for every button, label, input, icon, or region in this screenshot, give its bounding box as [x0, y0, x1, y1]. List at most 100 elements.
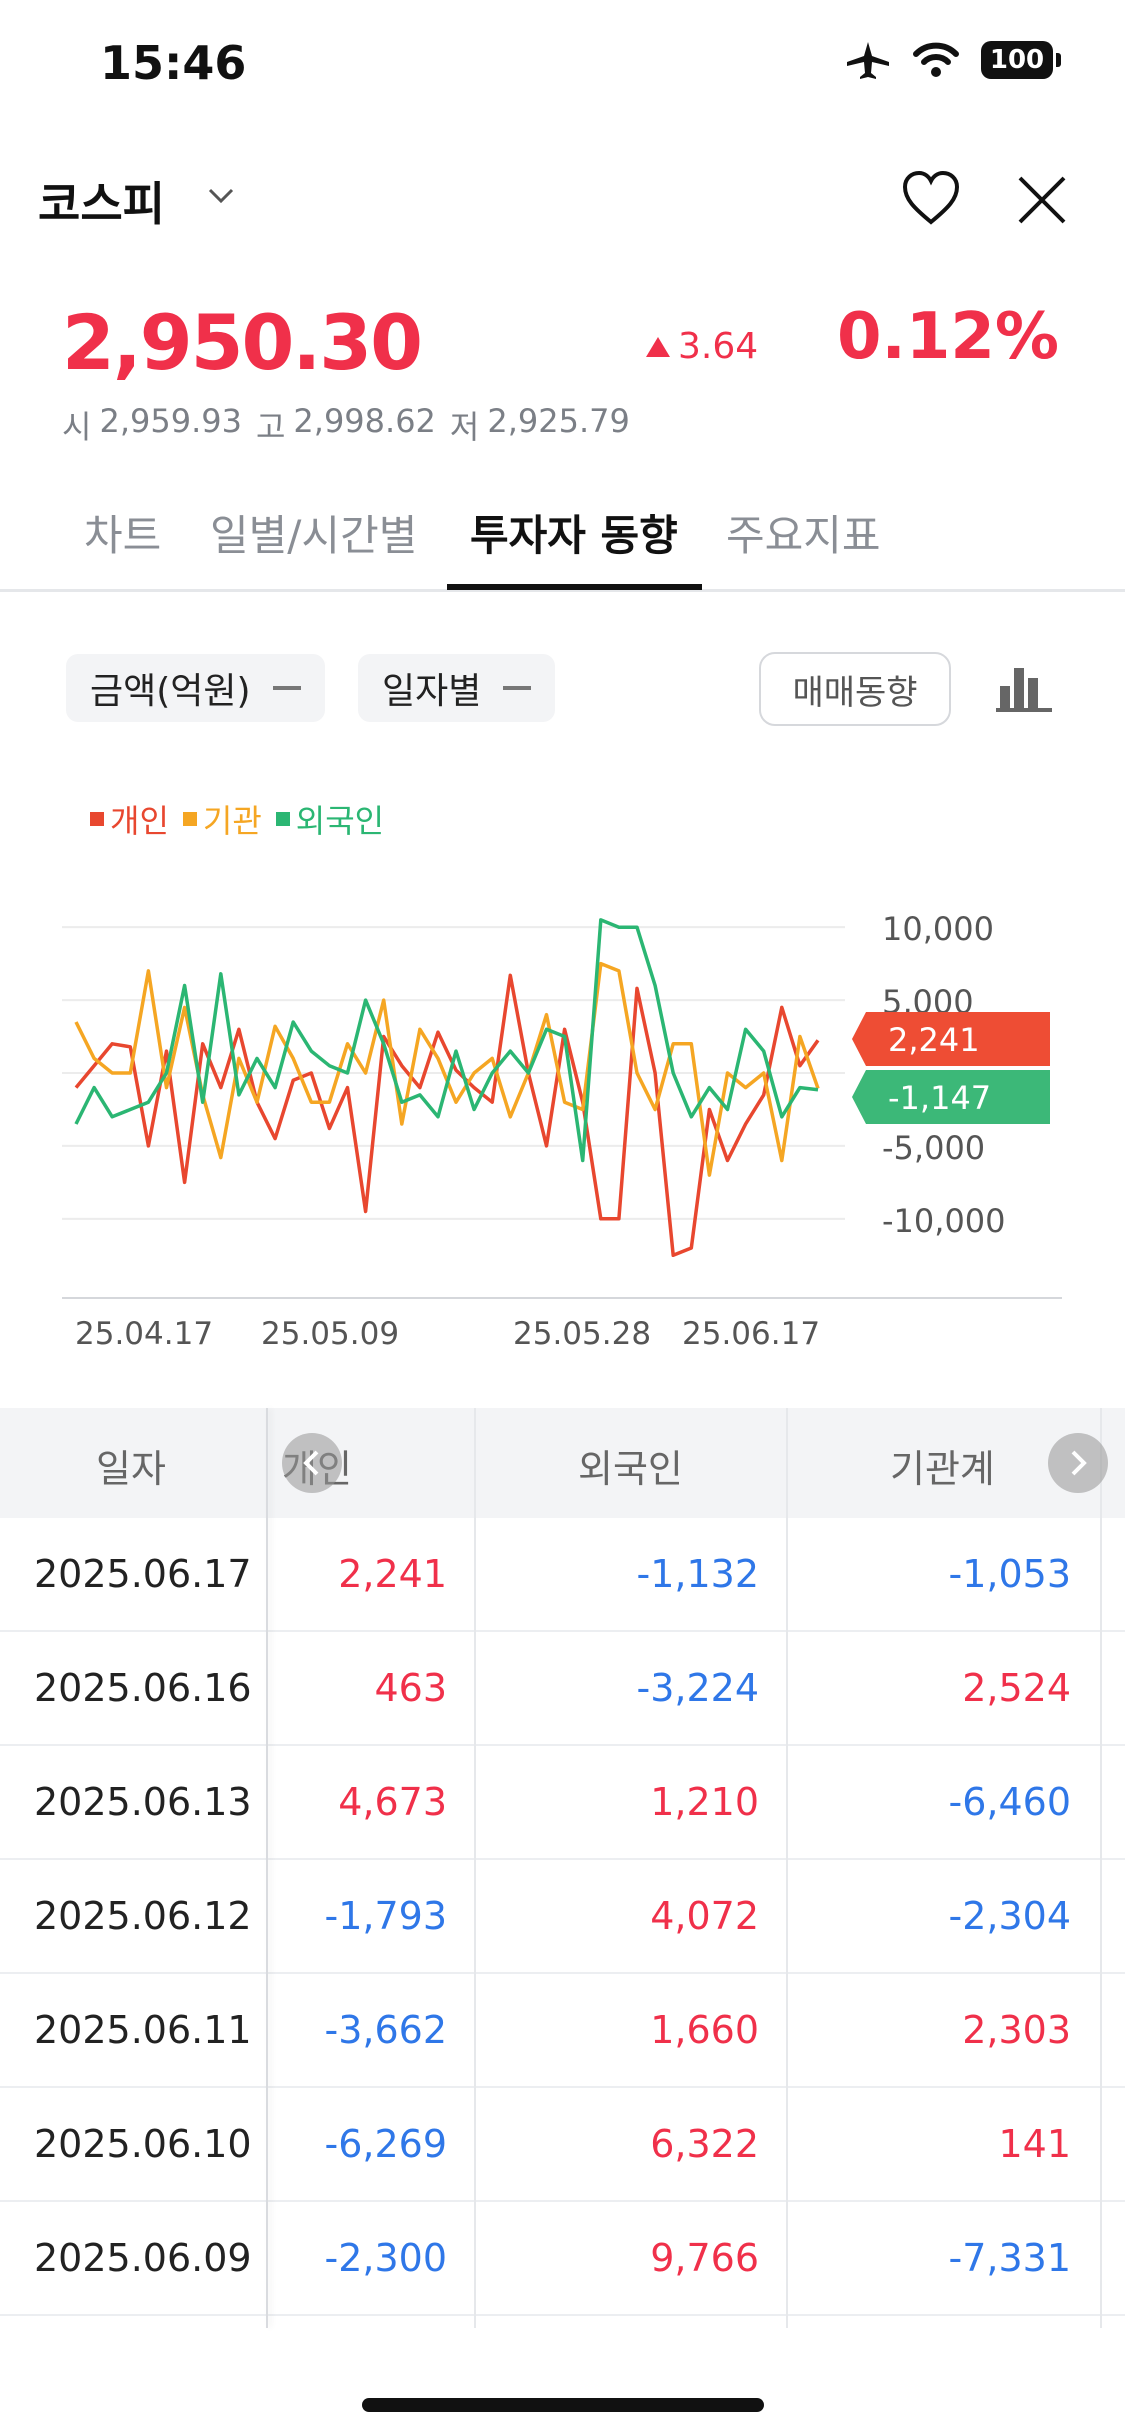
cell-individual: -2,300	[324, 2236, 448, 2280]
active-tab-indicator	[447, 584, 702, 590]
table-row[interactable]: 2025.06.13 4,673 1,210 -6,460	[0, 1746, 1125, 1860]
column-divider	[786, 1408, 788, 2328]
end-value-badge	[852, 1070, 1050, 1124]
low-value: 2,925.79	[487, 402, 630, 440]
table-row[interactable]: 2025.06.16 463 -3,224 2,524	[0, 1632, 1125, 1746]
cell-individual: -3,662	[324, 2008, 448, 2052]
cell-date: 2025.06.09	[34, 2236, 252, 2280]
high-value: 2,998.62	[293, 402, 436, 440]
cell-date: 2025.06.17	[34, 1552, 252, 1596]
header-institution: 기관계	[890, 1447, 995, 1491]
cell-foreign: -3,224	[636, 1666, 760, 1710]
table-row[interactable]: 2025.06.17 2,241 -1,132 -1,053	[0, 1518, 1125, 1632]
investor-table: 일자 개인 외국인 기관계 2025.06.17 2,241 -1,132 -1,05…	[0, 1408, 1125, 2328]
cell-date: 2025.06.10	[34, 2122, 252, 2166]
tab-chart[interactable]: 차트	[84, 511, 162, 560]
y-tick-label: -10,000	[882, 1202, 1006, 1240]
column-divider	[474, 1408, 476, 2328]
period-label: 일자별	[382, 671, 482, 712]
legend-swatch	[275, 812, 290, 826]
status-icons: 100	[845, 40, 1061, 80]
end-value-label: 2,241	[888, 1021, 980, 1059]
cell-individual: 4,673	[338, 1780, 447, 1824]
header-foreign: 외국인	[578, 1447, 683, 1491]
tab-key-indicators[interactable]: 주요지표	[726, 511, 881, 560]
scroll-left-button[interactable]	[282, 1433, 342, 1493]
price-change-percent: 0.12%	[836, 300, 1059, 374]
open-high-low: 시 2,959.93 고 2,998.62 저 2,925.79	[62, 402, 630, 448]
frozen-column-divider	[266, 1408, 268, 2328]
tab-bar: 차트 일별/시간별 투자자 동향 주요지표	[0, 490, 1125, 592]
close-icon[interactable]	[1012, 170, 1072, 230]
dash-icon	[503, 686, 532, 690]
x-tick-label: 25.05.09	[261, 1316, 399, 1352]
legend-swatch	[90, 812, 104, 826]
battery-icon: 100	[981, 41, 1061, 79]
cell-individual: -6,269	[324, 2122, 448, 2166]
table-header: 일자 개인 외국인 기관계	[0, 1408, 1125, 1518]
cell-institution: -1,053	[948, 1552, 1072, 1596]
chevron-down-icon[interactable]	[206, 180, 236, 210]
cell-foreign: 9,766	[650, 2236, 759, 2280]
cell-institution: -2,304	[948, 1894, 1072, 1938]
cell-date: 2025.06.12	[34, 1894, 252, 1938]
cell-date: 2025.06.11	[34, 2008, 252, 2052]
x-tick-label: 25.06.17	[682, 1316, 820, 1352]
cell-institution: 2,524	[962, 1666, 1071, 1710]
legend-label: 개인	[110, 802, 169, 840]
heart-icon[interactable]	[900, 168, 962, 228]
tab-investor-trend[interactable]: 투자자 동향	[470, 511, 678, 560]
cell-foreign: 6,322	[650, 2122, 759, 2166]
table-row[interactable]: 2025.06.10 -6,269 6,322 141	[0, 2088, 1125, 2202]
x-tick-label: 25.04.17	[75, 1316, 213, 1352]
wifi-icon	[913, 42, 959, 77]
dash-icon	[272, 686, 301, 690]
period-dropdown[interactable]: 일자별	[358, 654, 556, 722]
cell-institution: -6,460	[948, 1780, 1072, 1824]
end-value-badge	[852, 1012, 1050, 1066]
price-change: 3.64	[646, 326, 758, 367]
chart-legend: 개인 기관 외국인	[90, 796, 384, 842]
legend-label: 외국인	[295, 802, 385, 840]
cell-foreign: 1,210	[650, 1780, 759, 1824]
cell-institution: 2,303	[962, 2008, 1071, 2052]
scroll-right-button[interactable]	[1048, 1433, 1108, 1493]
series-line-0	[74, 973, 820, 1258]
cell-institution: 141	[998, 2122, 1071, 2166]
high-label: 고	[255, 408, 286, 446]
legend-swatch	[182, 812, 197, 826]
home-indicator	[362, 2398, 764, 2412]
cell-foreign: -1,132	[636, 1552, 760, 1596]
legend-item-institution: 기관	[182, 796, 262, 842]
cell-date: 2025.06.16	[34, 1666, 252, 1710]
price-change-value: 3.64	[678, 326, 759, 367]
cell-institution: -7,331	[948, 2236, 1072, 2280]
up-triangle-icon	[646, 336, 670, 357]
open-value: 2,959.93	[99, 402, 242, 440]
cell-foreign: 4,072	[650, 1894, 759, 1938]
airplane-icon	[847, 42, 889, 79]
end-value-label: -1,147	[888, 1079, 991, 1117]
table-row[interactable]: 2025.06.09 -2,300 9,766 -7,331	[0, 2202, 1125, 2316]
header-date: 일자	[96, 1447, 166, 1491]
trade-trend-button[interactable]: 매매동향	[759, 652, 951, 726]
legend-label: 기관	[202, 802, 262, 840]
tab-daily-hourly[interactable]: 일별/시간별	[210, 511, 418, 560]
index-title[interactable]: 코스피	[38, 177, 165, 231]
x-tick-label: 25.05.28	[513, 1316, 651, 1352]
cell-individual: 463	[374, 1666, 447, 1710]
y-tick-label: 10,000	[882, 910, 994, 948]
current-price: 2,950.30	[62, 298, 423, 387]
column-divider	[1100, 1408, 1102, 2328]
low-label: 저	[449, 408, 480, 446]
table-row[interactable]: 2025.06.12 -1,793 4,072 -2,304	[0, 1860, 1125, 1974]
cell-individual: -1,793	[324, 1894, 448, 1938]
table-row[interactable]: 2025.06.11 -3,662 1,660 2,303	[0, 1974, 1125, 2088]
cell-foreign: 1,660	[650, 2008, 759, 2052]
amount-unit-dropdown[interactable]: 금액(억원)	[66, 654, 325, 722]
bar-chart-icon[interactable]	[996, 664, 1052, 712]
chevron-left-icon	[303, 1450, 319, 1476]
y-tick-label: -5,000	[882, 1129, 985, 1167]
chevron-right-icon	[1071, 1450, 1087, 1476]
